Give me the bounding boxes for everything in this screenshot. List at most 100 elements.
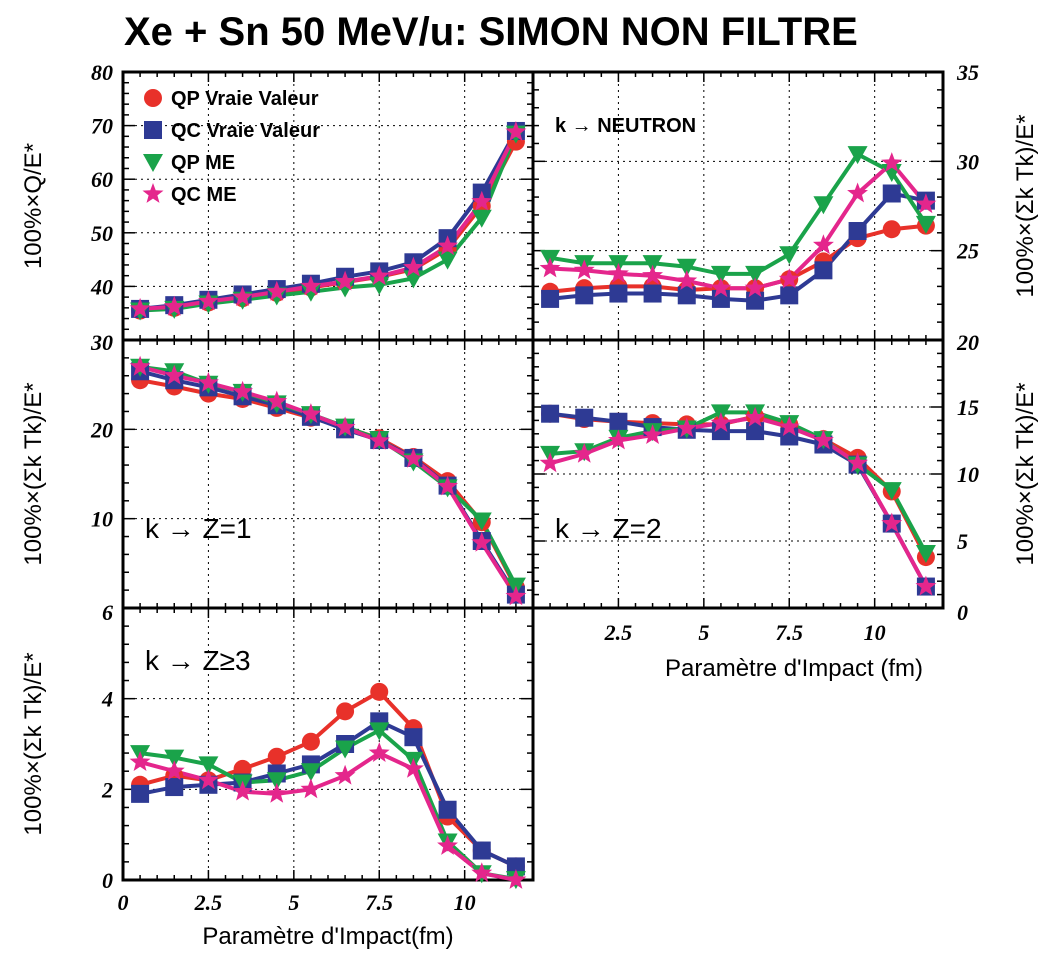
y-tick-label: 25 [956,239,979,264]
data-point-QC_ME [539,452,561,473]
plot-frame [531,338,945,610]
y-tick-label: 10 [957,462,979,487]
legend-label: QP Vraie Valeur [171,88,319,110]
y-tick-label: 4 [101,687,113,712]
data-point-QC_vraie [541,404,560,423]
data-point-QC_ME [676,417,698,438]
data-point-QC_vraie [643,284,662,303]
data-point-QC_ME [232,780,253,801]
data-point-QP_ME [471,209,492,228]
y-axis-label: 100%×(Σk Tk)/E* [20,652,47,835]
data-point-QP_vraie [370,682,389,701]
data-point-QC_ME [129,751,151,771]
y-tick-label: 0 [957,600,968,625]
data-point-QC_ME [847,182,868,203]
data-point-QC_ME [368,265,390,286]
y-tick-label: 35 [956,60,979,85]
data-point-QC_ME [129,297,151,318]
series-line-QP_vraie [139,378,518,589]
chart-title: Xe + Sn 50 MeV/u: SIMON NON FILTRE [124,10,858,54]
data-point-QP_ME [300,763,321,782]
series-line-QC_vraie [139,719,517,869]
data-point-QP_ME [335,740,356,759]
data-point-QC_ME [300,778,322,799]
data-point-QC_ME [915,575,937,596]
y-tick-label: 5 [957,529,968,554]
panel-annotation: k → Z≥3 [145,645,251,676]
y-tick-label: 30 [956,149,979,174]
data-point-QC_ME [573,442,595,463]
data-point-QC_ME [881,512,903,533]
panel-annotation: k → Z=2 [555,513,662,544]
x-tick-label: 10 [454,890,476,915]
y-axis-label: 100%×(Σk Tk)/E* [1012,114,1039,297]
data-point-QP_ME [642,255,663,274]
data-point-QC_ME [847,452,868,473]
data-point-QP_ME [164,749,185,768]
data-point-QC_vraie [882,184,901,203]
data-point-QC_ME [163,364,185,385]
data-point-QC_ME [266,782,288,803]
data-point-QC_ME [505,869,527,889]
data-point-QP_ME [300,283,321,302]
data-point-QC_ME [163,760,185,781]
data-point-QC_vraie [165,778,184,797]
series-line-QC_vraie [549,191,927,303]
series-line-QP_vraie [549,223,927,294]
y-tick-label: 30 [90,330,113,355]
legend-marker-QP_vraie [144,89,162,107]
data-point-QC_vraie [746,422,765,441]
data-point-QP_ME [335,279,356,298]
data-point-QP_ME [437,251,458,270]
data-point-QP_ME [745,265,766,284]
series-line-QC_vraie [139,369,518,596]
data-point-QC_ME [300,403,322,423]
y-axis-label: 100%×(Σk Tk)/E* [20,382,47,565]
data-point-QC_ME [403,757,424,778]
legend-marker-QP_ME [143,154,163,172]
y-tick-label: 50 [91,221,113,246]
x-tick-label: 2.5 [194,890,223,915]
series-line-QC_ME [139,750,517,882]
data-point-QC_ME [471,531,493,552]
series-line-QP_ME [549,151,928,276]
data-point-QC_ME [266,390,288,411]
data-point-QC_ME [163,295,185,316]
data-point-QC_ME [266,280,288,301]
panel-z3: 0 2 4 100%×(Σk Tk)/E* k → Z≥3 0 2.5 5 7.5 10Param… [20,606,535,950]
data-point-QP_vraie [233,759,252,778]
data-point-QC_ME [744,406,766,427]
plot-frame [121,338,535,610]
data-point-QC_ME [437,835,458,855]
data-point-QC_ME [539,257,561,278]
legend-label: QP ME [171,152,235,174]
data-point-QC_ME [710,412,732,432]
data-point-QC_ME [642,264,663,285]
x-tick-label: 5 [288,890,299,915]
y-tick-label: 20 [956,330,979,355]
x-tick-label: 7.5 [366,890,394,915]
panel-z1: 6 10 20 30 100%×(Σk Tk)/E* k → Z=1 [20,330,535,625]
data-point-QC_ME [437,475,458,496]
data-point-QC_ME [403,447,424,468]
y-tick-label: 6 [102,600,113,625]
data-point-QC_ME [334,270,356,291]
y-tick-label: 20 [90,417,113,442]
y-axis-label: 100%×Q/E* [20,143,47,269]
data-point-QC_ME [334,764,356,785]
data-point-QC_ME [608,262,629,283]
right-x-axis: 2.5 5 7.5 10 Paramètre d'Impact (fm) [604,620,923,682]
data-point-QC_vraie [472,841,491,860]
data-point-QC_ME [368,429,390,450]
data-point-QC_vraie [814,261,833,280]
data-point-QC_ME [778,416,800,436]
y-tick-label: 0 [102,868,113,893]
data-point-QP_ME [471,512,492,531]
data-point-QC_ME [573,259,595,280]
panel-annotation: k → Z=1 [145,513,252,544]
data-point-QC_ME [232,380,253,401]
data-point-QC_vraie [404,728,423,747]
data-point-QC_vraie [848,222,867,241]
